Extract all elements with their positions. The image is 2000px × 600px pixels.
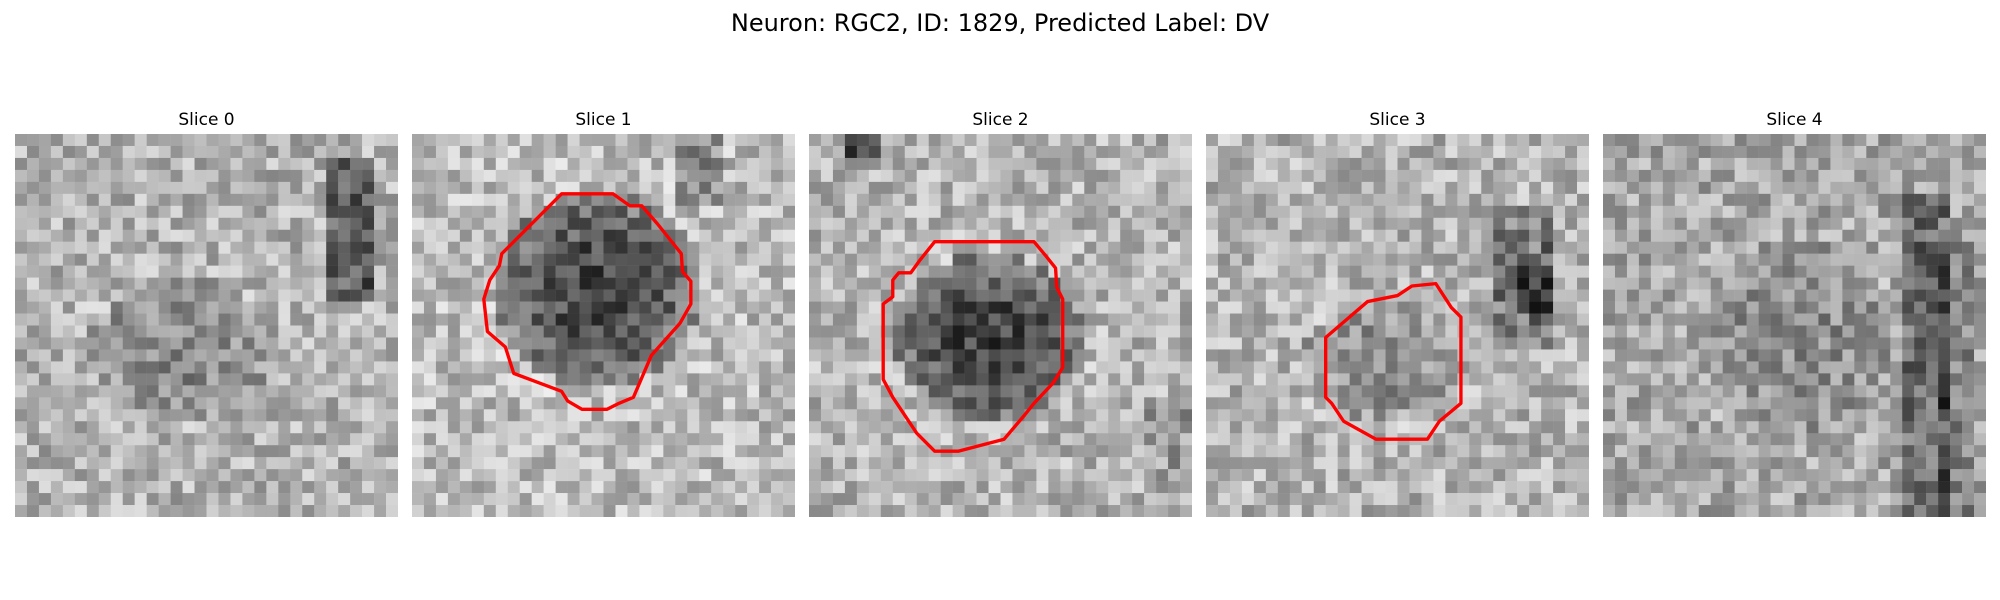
slice-1-title: Slice 1 — [575, 110, 632, 130]
figure-title: Neuron: RGC2, ID: 1829, Predicted Label:… — [730, 9, 1270, 37]
slice-4-image — [1603, 134, 1986, 517]
slice-1-svg — [412, 134, 795, 517]
slice-1-image — [412, 134, 795, 517]
slice-0-title: Slice 0 — [178, 110, 235, 130]
slice-1-contour — [482, 192, 693, 411]
slice-3-svg — [1206, 134, 1589, 517]
slice-2-svg — [809, 134, 1192, 517]
slice-3-image — [1206, 134, 1589, 517]
slice-0-image — [15, 134, 398, 517]
slice-4-svg — [1603, 134, 1986, 517]
slice-0-svg — [15, 134, 398, 517]
slice-2-image — [809, 134, 1192, 517]
slice-3-title: Slice 3 — [1369, 110, 1426, 130]
slice-4-title: Slice 4 — [1766, 110, 1823, 130]
slice-2-contour — [881, 240, 1065, 453]
slice-3-contour — [1324, 281, 1463, 441]
slice-2-title: Slice 2 — [972, 110, 1029, 130]
